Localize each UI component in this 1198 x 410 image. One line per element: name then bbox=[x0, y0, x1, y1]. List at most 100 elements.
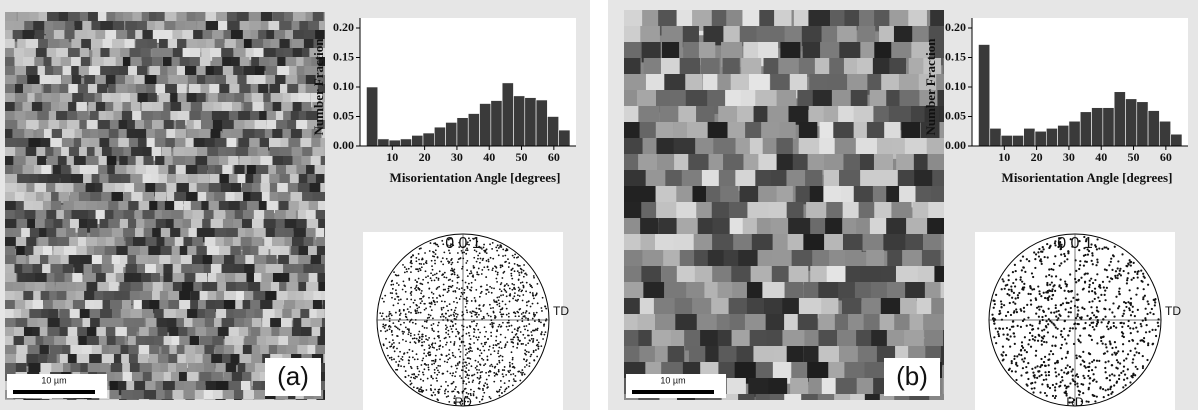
pole-point bbox=[489, 323, 491, 325]
pole-point bbox=[418, 341, 420, 343]
pole-point bbox=[422, 279, 424, 281]
pole-point bbox=[442, 257, 444, 259]
pole-point bbox=[1052, 335, 1054, 337]
pole-point bbox=[466, 364, 468, 366]
pole-point bbox=[1001, 319, 1003, 321]
pole-point bbox=[1111, 364, 1113, 366]
pole-point bbox=[492, 258, 494, 260]
grain bbox=[738, 394, 755, 400]
pole-point bbox=[402, 333, 404, 335]
pole-point bbox=[1021, 269, 1023, 271]
pole-point bbox=[389, 318, 391, 320]
grain bbox=[212, 255, 225, 265]
pole-point bbox=[447, 391, 449, 393]
pole-point bbox=[1096, 360, 1098, 362]
pole-point bbox=[524, 366, 526, 368]
pole-point bbox=[502, 373, 504, 375]
bar bbox=[446, 122, 457, 146]
pole-point bbox=[1095, 381, 1097, 383]
pole-point bbox=[1013, 358, 1015, 360]
pole-point bbox=[443, 276, 445, 278]
pole-point bbox=[489, 365, 491, 367]
pole-point bbox=[448, 279, 450, 281]
pole-point bbox=[1015, 379, 1017, 381]
pole-point bbox=[522, 372, 524, 374]
pole-point bbox=[488, 315, 490, 317]
pole-point bbox=[449, 252, 451, 254]
pole-point bbox=[419, 298, 421, 300]
pole-point bbox=[526, 301, 528, 303]
pole-point bbox=[391, 334, 393, 336]
pole-point bbox=[518, 272, 520, 274]
pole-point bbox=[1023, 318, 1025, 320]
pole-point bbox=[427, 378, 429, 380]
pole-point bbox=[481, 358, 483, 360]
pole-point bbox=[479, 381, 481, 383]
grain bbox=[110, 93, 120, 103]
pole-point bbox=[453, 381, 455, 383]
pole-point bbox=[507, 285, 509, 287]
pole-point bbox=[1131, 279, 1133, 281]
pole-point bbox=[444, 390, 446, 392]
pole-point bbox=[415, 323, 417, 325]
pole-point bbox=[1090, 306, 1092, 308]
pole-point bbox=[1035, 350, 1037, 352]
pole-point bbox=[414, 337, 416, 339]
pole-point bbox=[511, 363, 513, 365]
pole-point bbox=[407, 308, 409, 310]
pole-point bbox=[1020, 354, 1022, 356]
panel-label: (a) bbox=[277, 361, 309, 391]
pole-point bbox=[453, 312, 455, 314]
pole-point bbox=[480, 364, 482, 366]
x-tick-label: 50 bbox=[516, 150, 528, 164]
pole-point bbox=[463, 318, 465, 320]
pole-point bbox=[418, 288, 420, 290]
grain bbox=[286, 210, 296, 219]
pole-point bbox=[1042, 246, 1044, 248]
pole-point bbox=[382, 326, 384, 328]
pole-point bbox=[1132, 373, 1134, 375]
pole-point bbox=[482, 345, 484, 347]
pole-point bbox=[1152, 313, 1154, 315]
pole-point bbox=[1019, 279, 1021, 281]
pole-point bbox=[1105, 371, 1107, 373]
pole-point bbox=[486, 252, 488, 254]
pole-point bbox=[421, 259, 423, 261]
pole-point bbox=[485, 289, 487, 291]
grain bbox=[109, 390, 118, 400]
pole-point bbox=[466, 311, 468, 313]
pole-point bbox=[1082, 375, 1084, 377]
pole-point bbox=[1142, 367, 1144, 369]
pole-point bbox=[466, 333, 468, 335]
pole-point bbox=[432, 297, 434, 299]
pole-point bbox=[1053, 263, 1055, 265]
pole-point bbox=[1052, 395, 1054, 397]
pole-point bbox=[432, 269, 434, 271]
pole-point bbox=[1014, 343, 1016, 345]
pole-point bbox=[1069, 330, 1071, 332]
y-tick-label: 0.00 bbox=[333, 138, 354, 152]
pole-point bbox=[431, 260, 433, 262]
pole-point bbox=[1118, 378, 1120, 380]
grain bbox=[63, 264, 74, 274]
pole-point bbox=[494, 366, 496, 368]
pole-point bbox=[449, 357, 451, 359]
pole-point bbox=[1024, 349, 1026, 351]
grain bbox=[317, 246, 325, 256]
pole-point bbox=[540, 345, 542, 347]
pole-point bbox=[1128, 320, 1130, 322]
pole-point bbox=[1105, 361, 1107, 363]
pole-point bbox=[1100, 336, 1102, 338]
pole-point bbox=[421, 334, 423, 336]
pole-point bbox=[476, 323, 478, 325]
pole-point bbox=[545, 318, 547, 320]
pole-point bbox=[528, 323, 530, 325]
pole-point bbox=[498, 370, 500, 372]
pole-point bbox=[519, 308, 521, 310]
pole-point bbox=[519, 326, 521, 328]
pole-point bbox=[391, 357, 393, 359]
pole-point bbox=[523, 285, 525, 287]
pole-point bbox=[1054, 389, 1056, 391]
pole-point bbox=[436, 277, 438, 279]
pole-point bbox=[431, 303, 433, 305]
